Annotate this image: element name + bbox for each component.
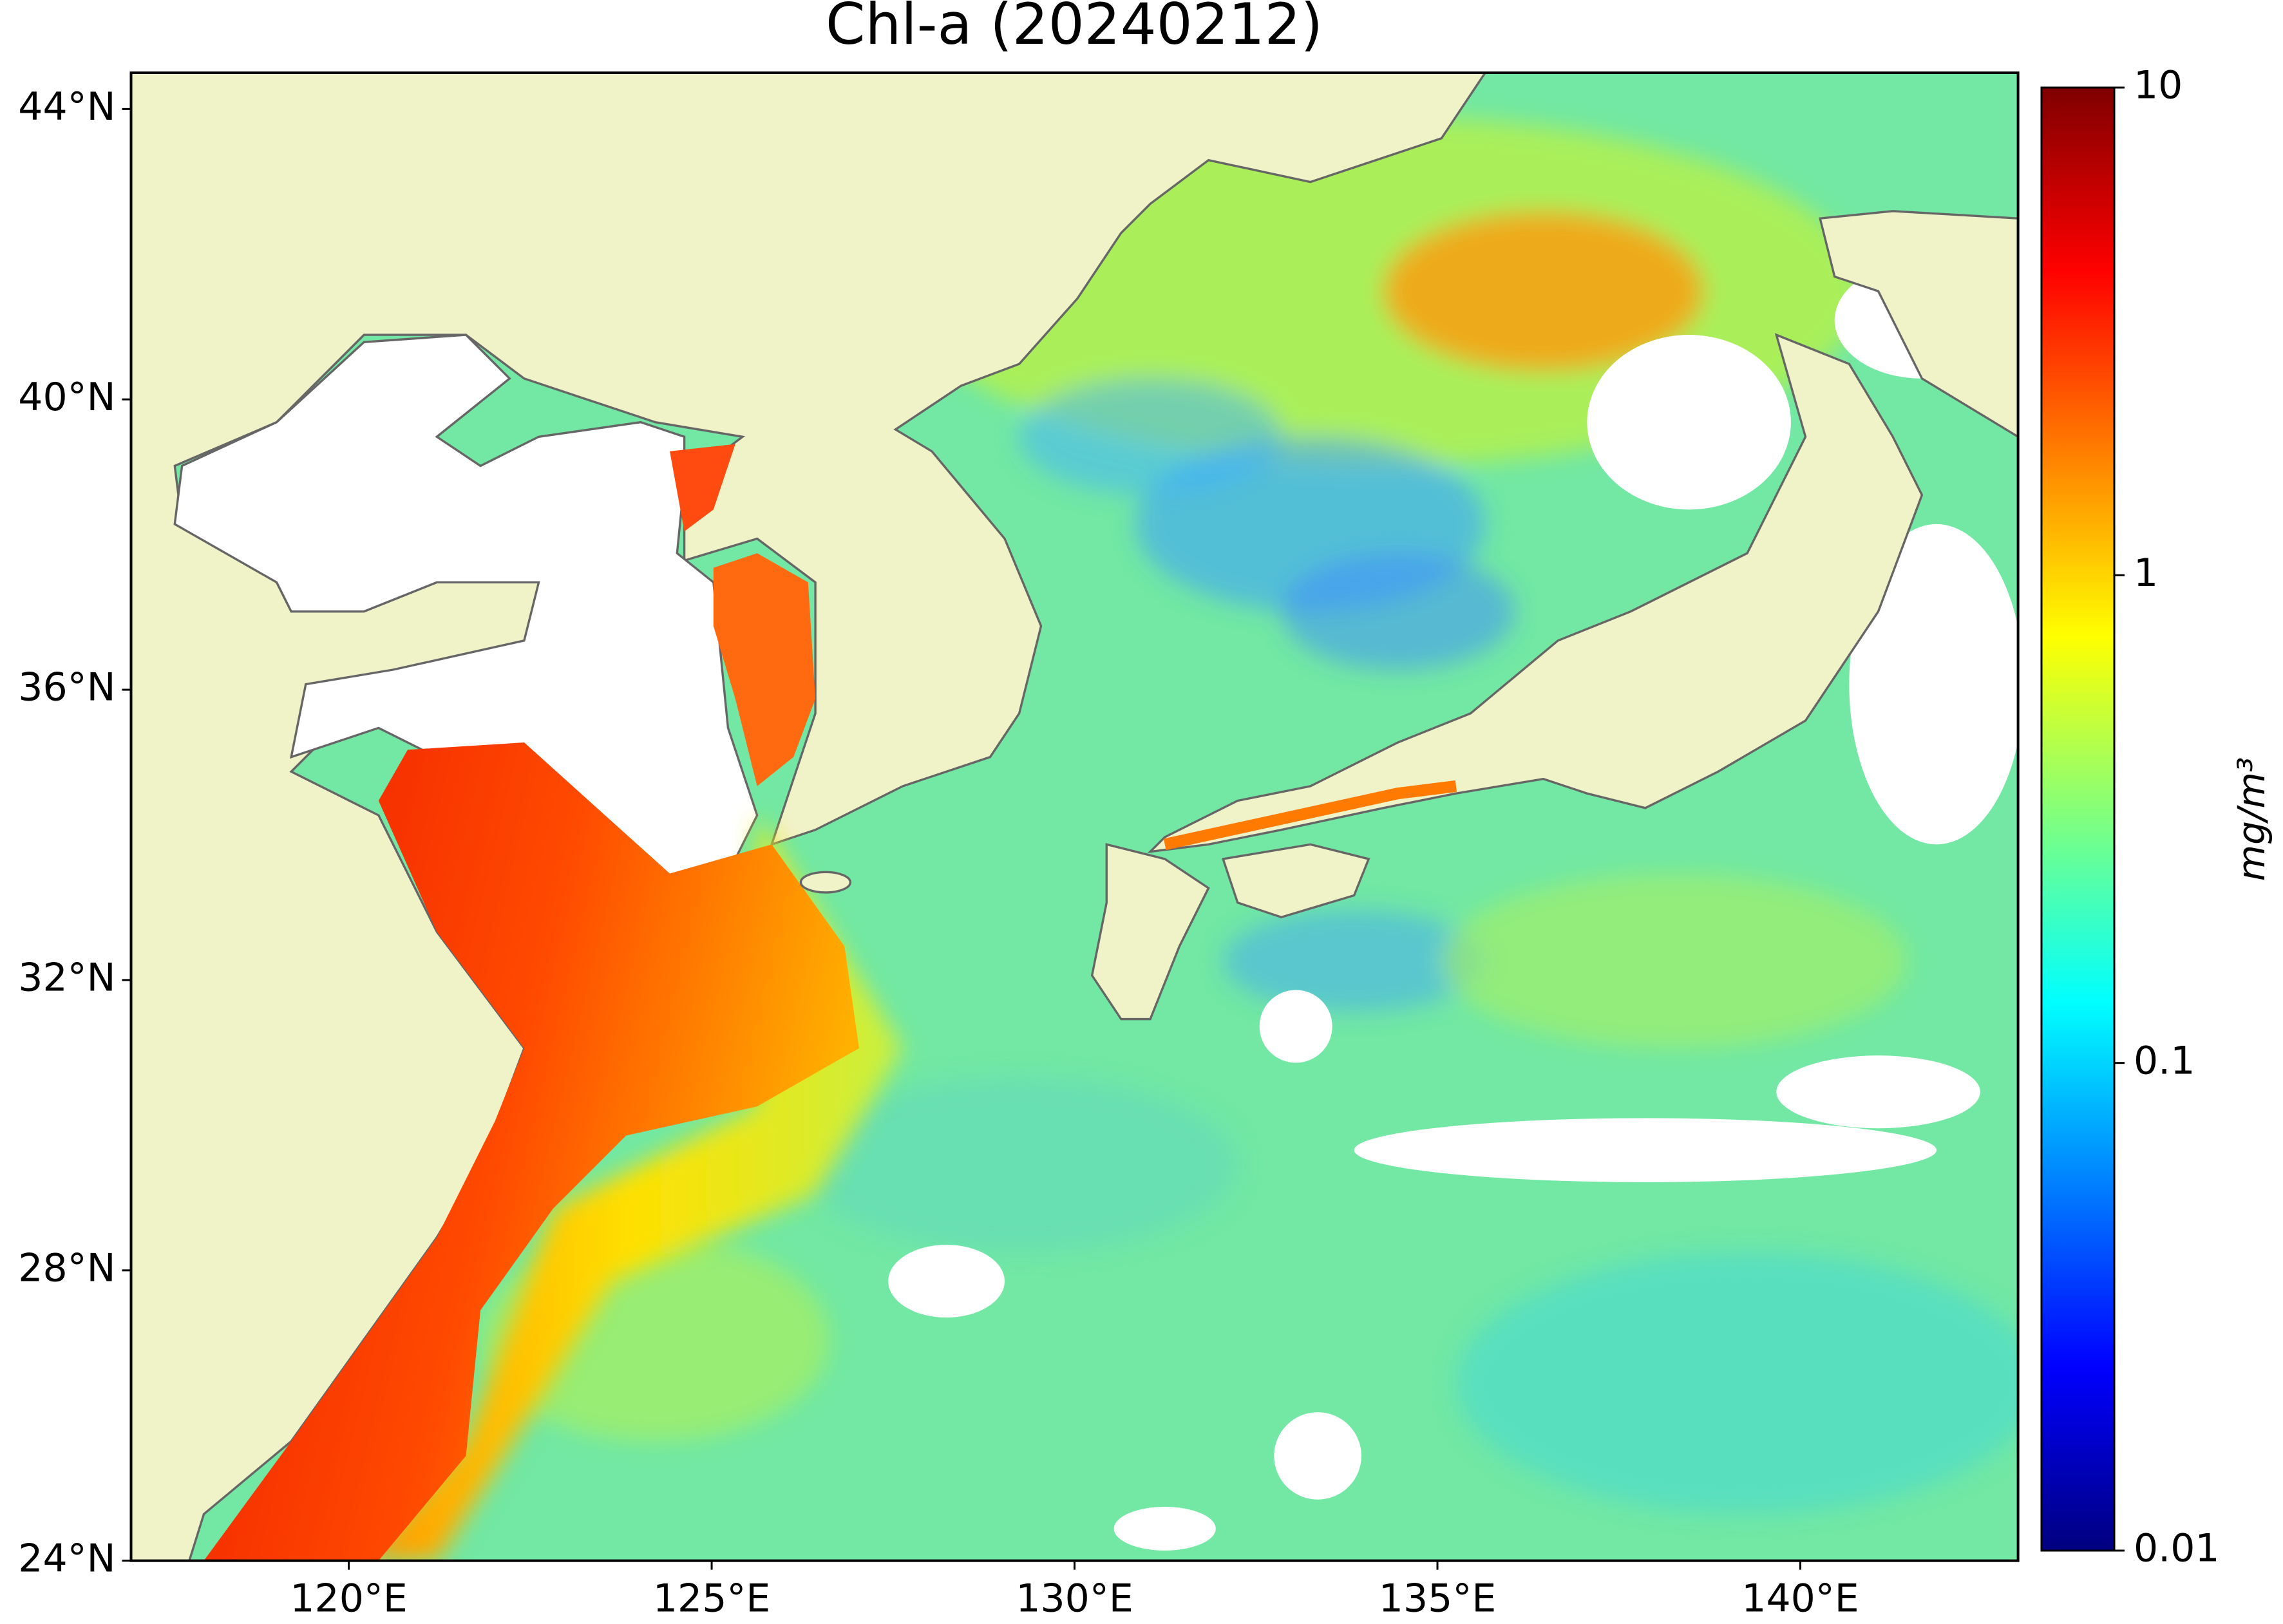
y-tick-label: 40°N [18, 375, 115, 420]
chlorophyll-field [480, 116, 2018, 1515]
cloud-cover [888, 261, 2018, 1551]
axes: 120°E 125°E 130°E 135°E 140°E 24°N 28°N 32°N 36°… [18, 63, 2273, 1621]
high-chl-area [1441, 873, 1908, 1048]
cloud [1259, 990, 1332, 1063]
x-tick-label: 140°E [1741, 1576, 1859, 1621]
colorbar [2040, 86, 2116, 1552]
y-tick-label: 24°N [18, 1536, 115, 1581]
land-honshu [1147, 333, 1924, 853]
x-tick-label: 125°E [653, 1576, 770, 1621]
land-continent [131, 73, 1487, 1561]
land-shikoku [1221, 843, 1370, 919]
coastal-high-chl [670, 444, 735, 532]
y-tick-label: 44°N [18, 84, 115, 129]
y-tick-label: 32°N [18, 956, 115, 1001]
low-chl-area [1223, 910, 1486, 1012]
x-tick-label: 130°E [1016, 1576, 1133, 1621]
land-hokkaido [1819, 210, 2018, 439]
low-chl-area [1281, 553, 1515, 670]
land-jeju [799, 871, 852, 894]
colorbar-tick-label: 0.1 [2134, 1038, 2195, 1083]
cloud [888, 1245, 1005, 1318]
x-tick-label: 120°E [290, 1576, 407, 1621]
colorbar-label: mg/m³ [2230, 757, 2273, 882]
low-chl-area [1019, 378, 1282, 495]
coastal-high-chl [1163, 780, 1457, 851]
map-image [131, 73, 2018, 1561]
chart-title: Chl-a (20240212) [826, 0, 1323, 57]
river-plume [204, 742, 859, 1561]
cloud [1776, 1055, 1980, 1129]
y-tick-label: 28°N [18, 1245, 115, 1290]
cloud [1587, 335, 1791, 510]
low-chl-area [1456, 1252, 2018, 1515]
land-kyushu [1090, 843, 1210, 1021]
colorbar-tick-label: 10 [2134, 63, 2183, 108]
y-tick-label: 36°N [18, 665, 115, 710]
x-tick-label: 135°E [1379, 1576, 1496, 1621]
cloud [1113, 1507, 1216, 1551]
cloud [1849, 524, 2018, 845]
cloud [1354, 1118, 1937, 1182]
cloud [1274, 1412, 1361, 1500]
low-chl-area [800, 1077, 1238, 1252]
colorbar-tick-label: 1 [2134, 551, 2158, 596]
colorbar-tick-label: 0.01 [2134, 1526, 2220, 1571]
high-chl-area [1383, 211, 1704, 372]
coastal-high-chl [713, 553, 816, 786]
